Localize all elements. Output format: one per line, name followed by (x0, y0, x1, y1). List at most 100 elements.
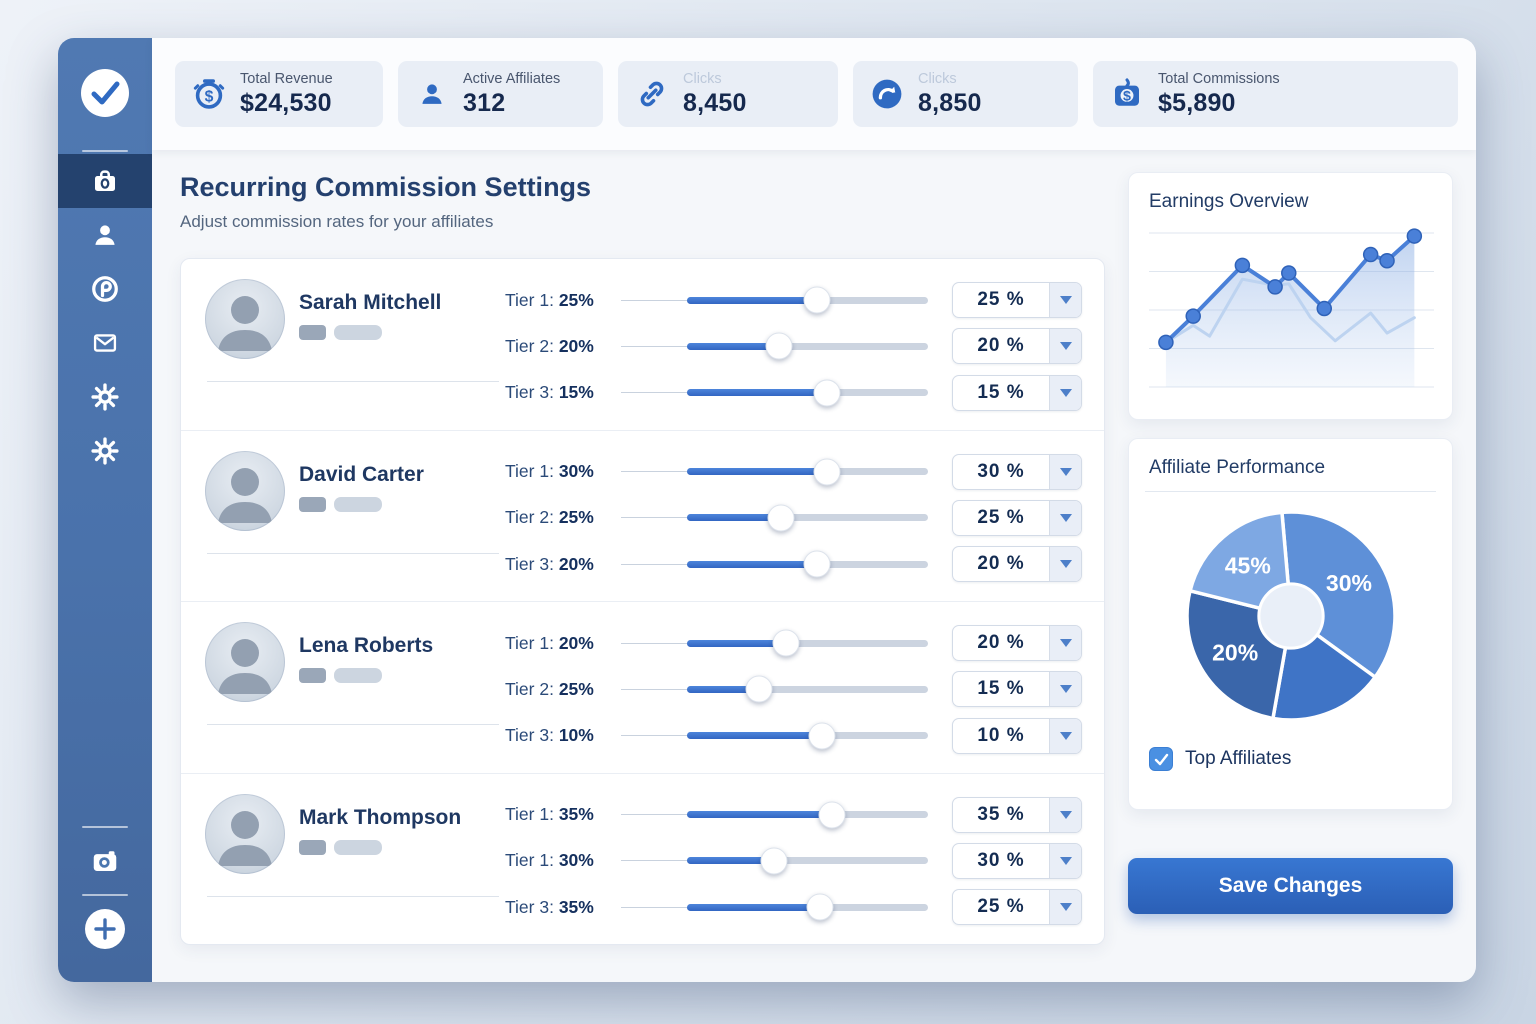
rate-dropdown-value: 15 % (977, 381, 1025, 403)
rate-dropdown-caret[interactable] (1049, 672, 1081, 707)
rate-dropdown[interactable]: 25 % (952, 889, 1082, 925)
top-affiliates-checkbox[interactable] (1149, 747, 1173, 771)
slider-thumb[interactable] (745, 675, 773, 703)
sidebar-item-settings-2[interactable] (58, 424, 152, 478)
slider-track[interactable] (687, 629, 928, 657)
rate-dropdown-caret[interactable] (1049, 890, 1081, 924)
slider-fill (687, 811, 832, 818)
slider-track[interactable] (687, 893, 928, 921)
commission-rate-slider[interactable] (621, 550, 928, 578)
slider-thumb[interactable] (767, 504, 795, 532)
sidebar-item-portfolio[interactable] (58, 154, 152, 208)
slider-thumb[interactable] (806, 893, 834, 921)
rate-dropdown-value: 30 % (977, 849, 1025, 871)
affiliate-row: Lena Roberts Tier 1: 20% 20 % Tier 2: 25% 15… (181, 602, 1104, 774)
slider-track[interactable] (687, 286, 928, 314)
commission-rate-slider[interactable] (621, 629, 928, 657)
tier-label: Tier 3: 15% (505, 382, 594, 402)
stat-card-clicks-1: Clicks 8,450 (618, 61, 838, 127)
commission-rate-slider[interactable] (621, 675, 928, 703)
gauge-icon (869, 76, 905, 112)
affiliate-info: Lena Roberts (205, 618, 505, 765)
affiliate-name: Sarah Mitchell (299, 291, 442, 314)
row-divider (207, 381, 499, 382)
slider-thumb[interactable] (803, 550, 831, 578)
slider-thumb[interactable] (772, 629, 800, 657)
tier-row: Tier 3: 35% 25 % (505, 884, 1082, 930)
page-subtitle: Adjust commission rates for your affilia… (180, 212, 494, 231)
sidebar-item-users[interactable] (58, 208, 152, 262)
rate-dropdown[interactable]: 15 % (952, 671, 1082, 708)
slider-track[interactable] (687, 504, 928, 532)
slider-lead-line (621, 735, 687, 736)
slider-thumb[interactable] (760, 847, 788, 875)
stat-label: Clicks (683, 70, 722, 87)
slider-track[interactable] (687, 801, 928, 828)
rate-dropdown-caret[interactable] (1049, 500, 1081, 535)
slider-fill (687, 857, 774, 865)
commission-rate-slider[interactable] (621, 847, 928, 875)
commission-rate-slider[interactable] (621, 458, 928, 485)
rate-dropdown[interactable]: 10 % (952, 717, 1082, 754)
slider-thumb[interactable] (765, 332, 793, 360)
tier-row: Tier 1: 25% 25 % (505, 277, 1082, 323)
rate-dropdown-caret[interactable] (1049, 329, 1081, 364)
slider-thumb[interactable] (803, 286, 831, 314)
placeholder-pills (299, 325, 441, 340)
rate-dropdown[interactable]: 20 % (952, 328, 1082, 365)
rate-dropdown[interactable]: 25 % (952, 499, 1082, 536)
rate-dropdown-caret[interactable] (1049, 843, 1081, 878)
rate-dropdown-caret[interactable] (1049, 375, 1081, 410)
slider-track[interactable] (687, 722, 928, 749)
commission-rate-slider[interactable] (621, 332, 928, 360)
portfolio-icon (90, 166, 120, 196)
rate-dropdown[interactable]: 30 % (952, 842, 1082, 879)
tier-row: Tier 2: 25% 25 % (505, 495, 1082, 541)
rate-dropdown[interactable]: 35 % (952, 796, 1082, 833)
stat-value: 312 (463, 88, 506, 117)
commission-rate-slider[interactable] (621, 286, 928, 314)
slider-thumb[interactable] (818, 801, 846, 828)
commission-rate-slider[interactable] (621, 722, 928, 749)
rate-dropdown[interactable]: 30 % (952, 453, 1082, 490)
slider-lead-line (621, 563, 687, 565)
slider-thumb[interactable] (813, 379, 841, 406)
rate-dropdown[interactable]: 15 % (952, 374, 1082, 411)
sidebar-item-add[interactable] (58, 898, 152, 960)
commission-rate-slider[interactable] (621, 504, 928, 532)
slider-thumb[interactable] (808, 722, 836, 749)
slider-lead-line (621, 906, 687, 908)
slider-lead-line (621, 642, 687, 644)
slider-track[interactable] (687, 379, 928, 406)
rate-dropdown[interactable]: 20 % (952, 546, 1082, 582)
slider-track[interactable] (687, 847, 928, 875)
slider-track[interactable] (687, 458, 928, 485)
earnings-overview-card: Earnings Overview (1128, 172, 1453, 420)
rate-dropdown-caret[interactable] (1049, 797, 1081, 832)
commission-rate-slider[interactable] (621, 379, 928, 406)
slider-fill (687, 296, 818, 304)
commission-rate-slider[interactable] (621, 801, 928, 828)
sidebar-item-mail[interactable] (58, 316, 152, 370)
rate-dropdown-caret[interactable] (1049, 718, 1081, 753)
commission-rate-slider[interactable] (621, 893, 928, 921)
slider-track[interactable] (687, 550, 928, 578)
sidebar-item-profile[interactable] (58, 262, 152, 316)
rate-dropdown-caret[interactable] (1049, 283, 1081, 317)
slider-track[interactable] (687, 332, 928, 360)
rate-dropdown[interactable]: 25 % (952, 282, 1082, 318)
slider-thumb[interactable] (813, 458, 841, 485)
rate-dropdown-value: 25 % (977, 506, 1025, 528)
sidebar-item-settings-1[interactable] (58, 370, 152, 424)
rate-dropdown-caret[interactable] (1049, 454, 1081, 489)
affiliate-info: David Carter (205, 447, 505, 594)
save-changes-button[interactable]: Save Changes (1128, 858, 1453, 914)
affiliate-performance-title: Affiliate Performance (1149, 457, 1326, 478)
rate-dropdown-caret[interactable] (1049, 547, 1081, 581)
rate-dropdown[interactable]: 20 % (952, 625, 1082, 661)
sidebar-item-camera[interactable] (58, 830, 152, 892)
chevron-down-icon (1059, 731, 1072, 740)
tier-label: Tier 1: 30% (505, 461, 594, 481)
slider-track[interactable] (687, 675, 928, 703)
rate-dropdown-caret[interactable] (1049, 626, 1081, 660)
